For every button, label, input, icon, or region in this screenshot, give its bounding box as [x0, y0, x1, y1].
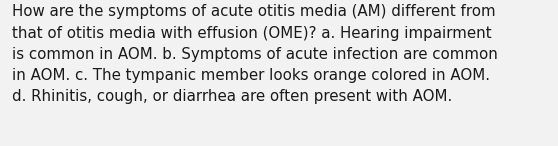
Text: How are the symptoms of acute otitis media (AM) different from
that of otitis me: How are the symptoms of acute otitis med… [12, 4, 498, 104]
